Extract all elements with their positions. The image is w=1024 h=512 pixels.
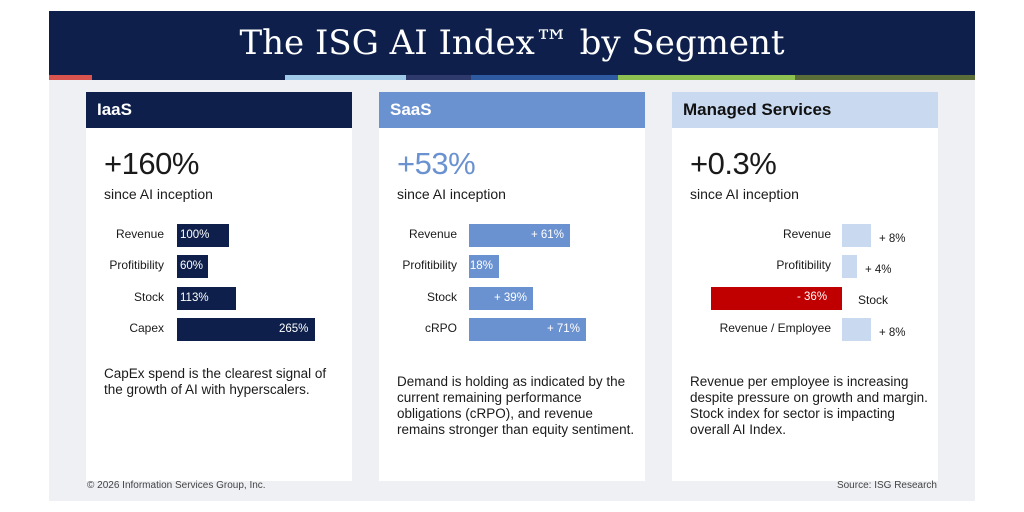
stripe-segment (285, 75, 406, 80)
stripe-segment (92, 75, 285, 80)
card-iaas-headline: +160% (104, 146, 199, 182)
bar-value-label: 100% (180, 229, 209, 241)
card-iaas: IaaS +160% since AI inception Revenue 100… (86, 92, 352, 481)
card-saas: SaaS +53% since AI inception Revenue + 61… (379, 92, 645, 481)
page-title: The ISG AI Index™ by Segment (49, 11, 975, 75)
bar-value-label: - 36% (797, 291, 827, 303)
bar-category-label: Revenue (409, 227, 457, 241)
bar-category-label: Revenue (116, 227, 164, 241)
bar-category-label: Capex (129, 321, 164, 335)
bar-category-label: Profitibility (402, 258, 457, 272)
bar-category-label: Revenue / Employee (720, 321, 831, 335)
card-iaas-title: IaaS (86, 92, 352, 128)
bar-category-label: Stock (858, 293, 888, 307)
stripe-segment (471, 75, 618, 80)
card-saas-title: SaaS (379, 92, 645, 128)
bar-category-label: Stock (134, 290, 164, 304)
bar-value-label: + 8% (879, 327, 906, 339)
card-saas-since: since AI inception (397, 186, 506, 202)
bar-category-label: Revenue (783, 227, 831, 241)
card-saas-headline: +53% (397, 146, 475, 182)
card-managed-headline: +0.3% (690, 146, 776, 182)
card-iaas-since: since AI inception (104, 186, 213, 202)
bar-value-label: 113% (180, 292, 209, 304)
title-banner: The ISG AI Index™ by Segment (49, 11, 975, 75)
infographic-frame: The ISG AI Index™ by Segment IaaS +160% … (49, 11, 975, 501)
card-iaas-description: CapEx spend is the clearest signal of th… (104, 366, 344, 398)
copyright-text: © 2026 Information Services Group, Inc. (87, 480, 266, 491)
bar-value-label: + 18% (460, 260, 493, 272)
source-text: Source: ISG Research (837, 480, 937, 491)
bar-category-label: Profitibility (776, 258, 831, 272)
stripe-segment (49, 75, 92, 80)
bar-4 (842, 318, 871, 341)
bar-value-label: + 71% (547, 323, 580, 335)
card-managed-since: since AI inception (690, 186, 799, 202)
bar-value-label: 60% (180, 260, 203, 272)
bar-2 (842, 255, 857, 278)
card-managed-services: Managed Services +0.3% since AI inceptio… (672, 92, 938, 481)
bar-value-label: 265% (279, 323, 308, 335)
bar-value-label: + 61% (531, 229, 564, 241)
card-saas-description: Demand is holding as indicated by the cu… (397, 374, 637, 438)
card-managed-title: Managed Services (672, 92, 938, 128)
card-managed-description: Revenue per employee is increasing despi… (690, 374, 930, 438)
color-stripe (49, 75, 975, 80)
bar-1 (842, 224, 871, 247)
bar-category-label: Stock (427, 290, 457, 304)
bar-value-label: + 8% (879, 233, 906, 245)
bar-value-label: + 4% (865, 264, 892, 276)
stripe-segment (618, 75, 795, 80)
bar-category-label: Profitibility (109, 258, 164, 272)
bar-category-label: cRPO (425, 321, 457, 335)
bar-value-label: + 39% (494, 292, 527, 304)
stripe-segment (406, 75, 471, 80)
stripe-segment (795, 75, 975, 80)
